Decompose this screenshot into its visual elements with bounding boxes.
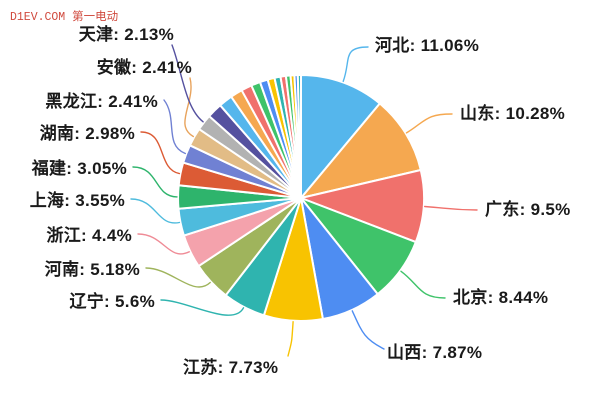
label-line-anhui: [184, 77, 194, 138]
pie-slice-hebei: [300, 73, 381, 199]
label-line-shanxi: [351, 310, 385, 350]
watermark-text: D1EV.COM 第一电动: [10, 11, 119, 24]
pie-label-tianjin: 天津: 2.13%: [78, 25, 174, 44]
pie-label-henan: 河南: 5.18%: [44, 260, 140, 279]
label-line-henan: [145, 267, 211, 288]
label-line-shandong: [405, 113, 453, 134]
label-line-liaoning: [160, 299, 245, 316]
pie-label-jiangsu: 江苏: 7.73%: [183, 358, 279, 377]
label-line-jiangsu: [287, 321, 294, 357]
pie-label-hebei: 河北: 11.06%: [375, 36, 480, 55]
label-line-fujian: [132, 166, 178, 198]
pie-label-shanxi: 山西: 7.87%: [387, 343, 483, 362]
watermark: D1EV.COM 第一电动: [10, 8, 118, 24]
label-line-hunan: [140, 131, 181, 175]
label-line-zhejiang: [137, 233, 190, 255]
pie-label-zhejiang: 浙江: 4.4%: [46, 226, 132, 245]
pie-label-fujian: 福建: 3.05%: [31, 159, 127, 178]
pie-label-beijing: 北京: 8.44%: [453, 288, 549, 307]
label-line-shanghai: [130, 198, 181, 224]
pie-label-guangdong: 广东: 9.5%: [485, 200, 571, 219]
pie-label-anhui: 安徽: 2.41%: [96, 58, 192, 77]
label-line-beijing: [400, 270, 446, 299]
pie-slice-unlabeled: [296, 73, 302, 199]
label-line-guangdong: [424, 205, 478, 211]
label-line-hebei: [342, 46, 369, 83]
label-line-tianjin: [171, 44, 204, 123]
pie-slice-shandong: [300, 102, 422, 199]
pie-label-liaoning: 辽宁: 5.6%: [69, 292, 155, 311]
label-line-heilongjiang: [163, 99, 186, 155]
pie-label-shandong: 山东: 10.28%: [460, 104, 566, 123]
pie-label-shanghai: 上海: 3.55%: [29, 191, 125, 210]
pie-label-hunan: 湖南: 2.98%: [39, 124, 135, 143]
pie-label-heilongjiang: 黑龙江: 2.41%: [45, 92, 158, 111]
